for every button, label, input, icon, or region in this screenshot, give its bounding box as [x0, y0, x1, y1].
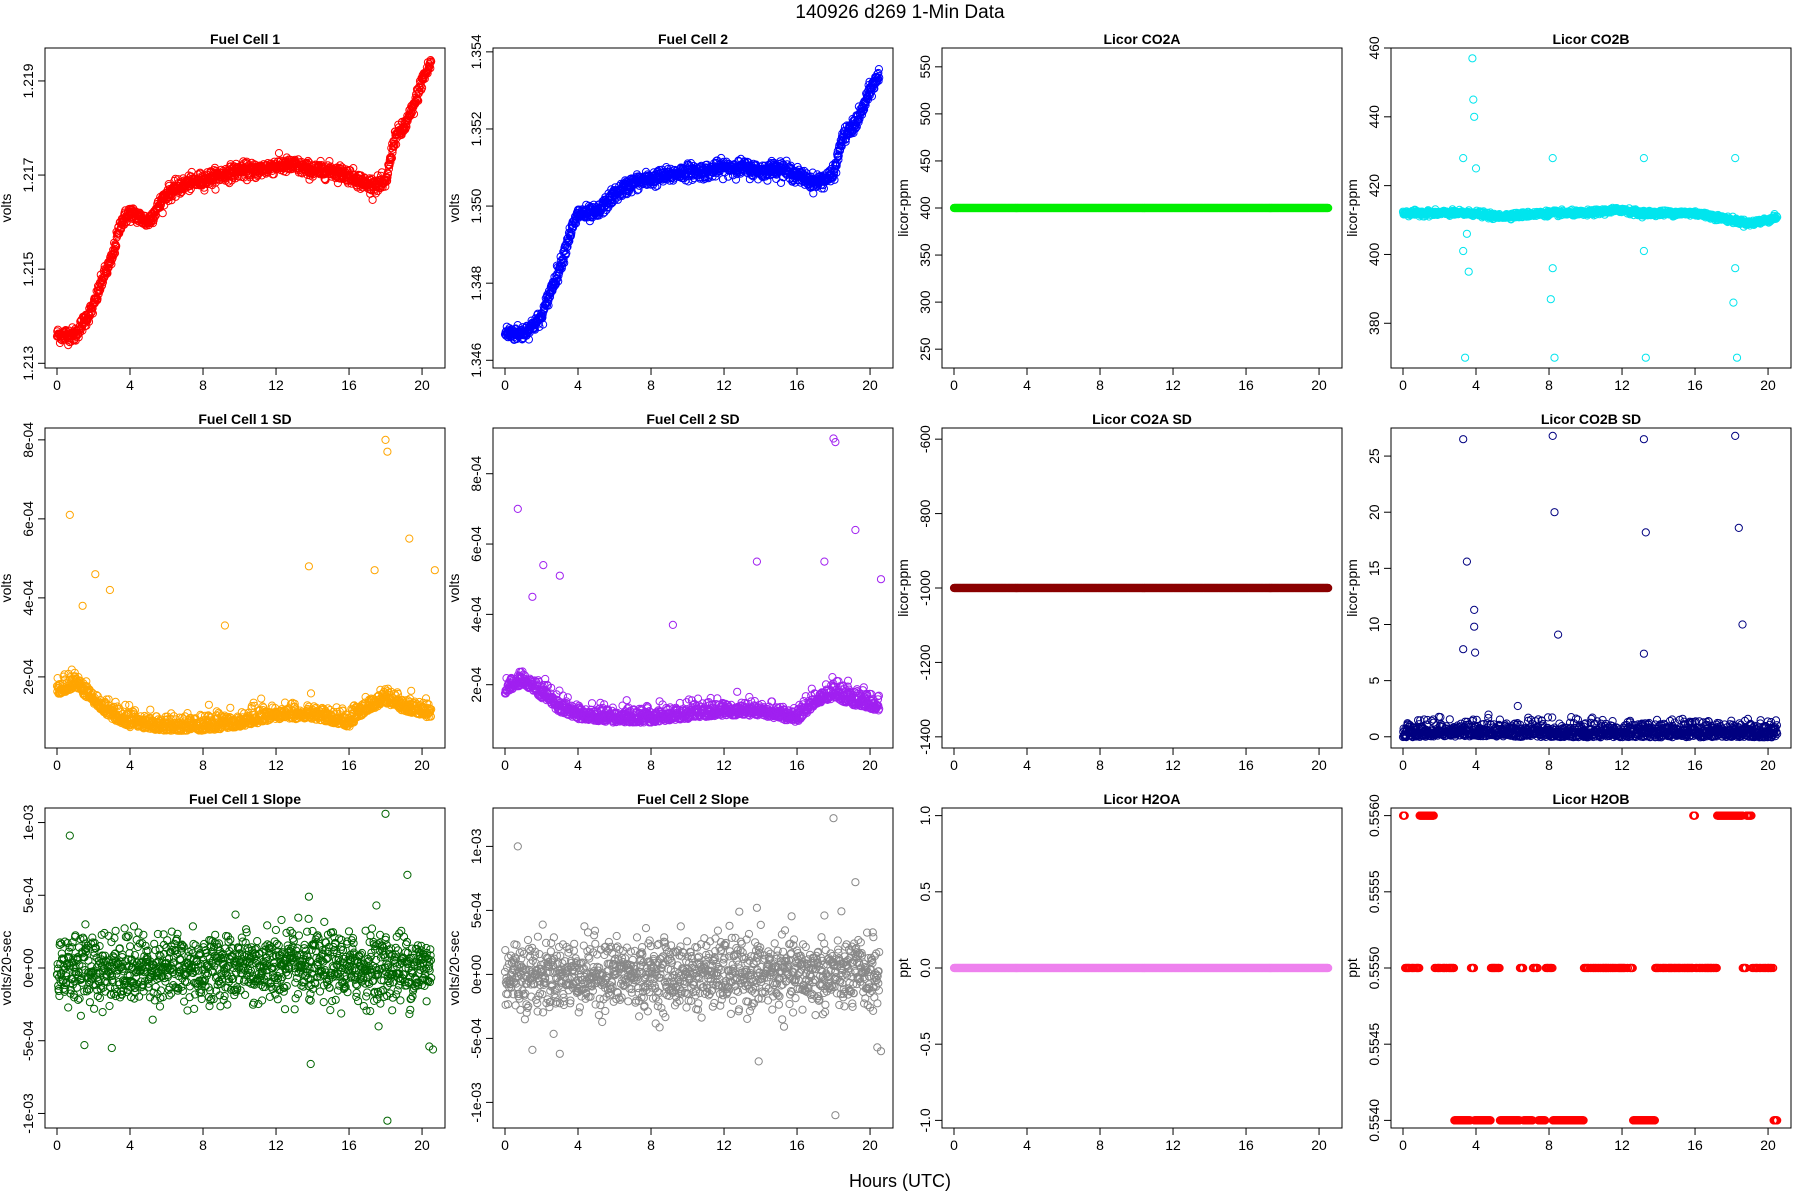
x-tick-label: 12	[268, 377, 284, 393]
y-tick-label: 1.346	[468, 343, 484, 378]
data-point	[115, 229, 124, 238]
x-axis-label: Hours (UTC)	[849, 1171, 951, 1191]
panel-2: Fuel Cell 2 volts 0 4 8 12 16 20 1.346 1.348 1.350…	[446, 31, 894, 393]
panel-title: Fuel Cell 2	[658, 31, 728, 47]
panel-4: Licor CO2B licor-ppm 0 4 8 12 16 20 380 400 420 440…	[1344, 31, 1792, 393]
data-point	[93, 294, 102, 303]
y-axis-label: licor-ppm	[1344, 179, 1360, 237]
data-point	[117, 223, 126, 232]
x-tick-label: 20	[862, 377, 878, 393]
x-tick-label: 12	[1165, 377, 1181, 393]
x-tick-label: 16	[789, 377, 805, 393]
data-points	[500, 65, 884, 344]
x-tick-label: 0	[501, 377, 509, 393]
data-point	[78, 326, 87, 335]
y-tick-label: 300	[917, 290, 933, 314]
y-tick-label: 1.215	[20, 251, 36, 286]
data-point	[84, 313, 93, 322]
y-axis-label: licor-ppm	[895, 179, 911, 237]
y-tick-label: 450	[917, 149, 933, 173]
y-tick-label: 420	[1366, 174, 1382, 198]
y-axis-label: volts	[446, 194, 462, 223]
x-tick-label: 12	[1614, 377, 1630, 393]
x-tick-label: 8	[1096, 377, 1104, 393]
data-point	[112, 241, 121, 251]
panel-title: Licor CO2A	[1103, 31, 1180, 47]
data-point	[274, 149, 284, 158]
data-point	[88, 309, 98, 318]
data-points	[1398, 54, 1782, 362]
y-tick-label: 1.348	[468, 265, 484, 300]
panels-group: Fuel Cell 1 volts 0 4 8 12 16 20 1.213 1.215 1.217…	[0, 31, 1792, 1153]
data-point	[84, 317, 94, 326]
x-tick-label: 4	[574, 377, 582, 393]
panel-title: Licor CO2B	[1552, 31, 1629, 47]
y-tick-label: 1.219	[20, 63, 36, 98]
y-tick-label: 380	[1366, 311, 1382, 335]
panel-title: Fuel Cell 1	[210, 31, 280, 47]
data-point	[74, 333, 83, 342]
data-point	[103, 269, 112, 278]
x-tick-label: 16	[341, 377, 357, 393]
y-tick-label: 440	[1366, 105, 1382, 129]
x-tick-label: 0	[950, 377, 958, 393]
x-tick-label: 16	[1687, 377, 1703, 393]
x-tick-label: 20	[1311, 377, 1327, 393]
plot-frame	[492, 47, 894, 369]
panel-1: Fuel Cell 1 volts 0 4 8 12 16 20 1.213 1.215 1.217…	[0, 31, 446, 393]
x-tick-label: 0	[1399, 377, 1407, 393]
y-tick-label: 250	[917, 337, 933, 361]
data-point	[109, 250, 118, 259]
y-tick-label: 550	[917, 55, 933, 79]
x-tick-label: 8	[199, 377, 207, 393]
y-tick-label: 400	[917, 196, 933, 220]
data-points	[949, 203, 1333, 213]
x-tick-label: 20	[1760, 377, 1776, 393]
panel-3: Licor CO2A licor-ppm 0 4 8 12 16 20 250 300 350 400…	[895, 31, 1343, 393]
plot-frame	[44, 47, 446, 369]
x-tick-label: 4	[1472, 377, 1480, 393]
x-tick-label: 12	[716, 377, 732, 393]
y-tick-label: 1.354	[468, 34, 484, 69]
x-tick-label: 4	[126, 377, 134, 393]
y-tick-label: 350	[917, 243, 933, 267]
y-tick-label: 1.213	[20, 346, 36, 381]
x-tick-label: 8	[647, 377, 655, 393]
y-tick-label: 1.352	[468, 111, 484, 146]
y-tick-label: 500	[917, 102, 933, 126]
data-points	[52, 56, 436, 350]
figure-title: 140926 d269 1-Min Data	[795, 2, 1005, 23]
data-point	[74, 329, 83, 338]
y-tick-label: 1.350	[468, 188, 484, 223]
y-axis-label: volts	[0, 194, 14, 223]
y-tick-label: 400	[1366, 243, 1382, 267]
x-tick-label: 0	[53, 377, 61, 393]
y-tick-label: 1.217	[20, 157, 36, 192]
x-tick-label: 20	[414, 377, 430, 393]
y-tick-label: 460	[1366, 36, 1382, 60]
x-tick-label: 16	[1238, 377, 1254, 393]
x-tick-label: 8	[1545, 377, 1553, 393]
x-tick-label: 4	[1023, 377, 1031, 393]
